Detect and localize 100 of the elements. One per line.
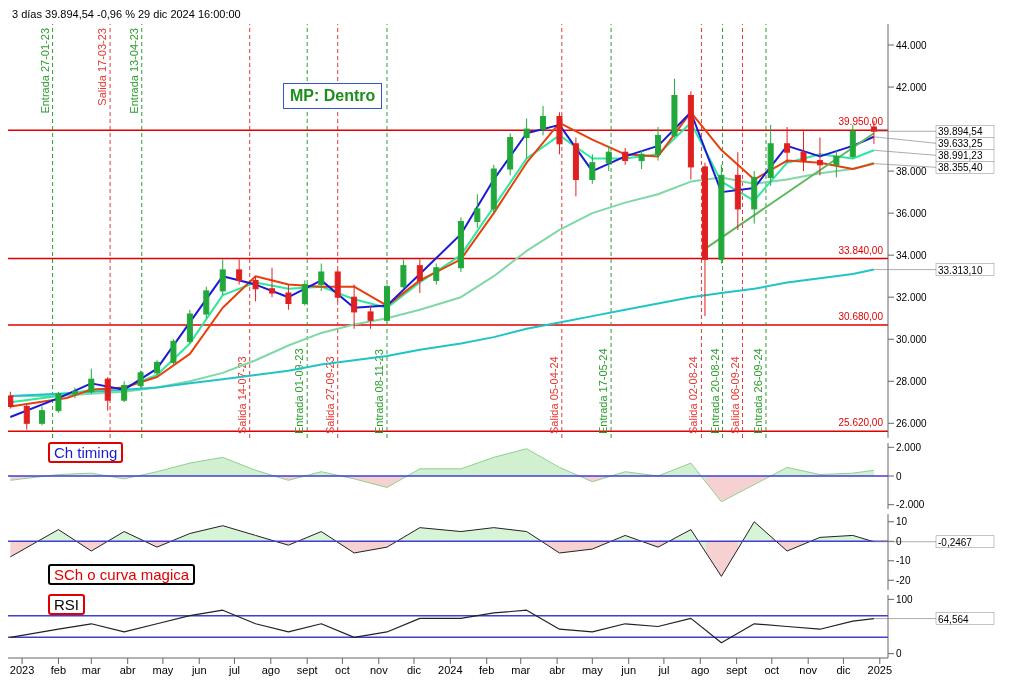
candlestick [400, 258, 407, 290]
x-tick-label: feb [479, 663, 495, 676]
x-tick-label: abr [119, 663, 136, 676]
candlestick [170, 338, 177, 365]
annotation: 33.313,10 [938, 264, 983, 276]
chart-title: Ch timing [48, 442, 124, 463]
candlestick [252, 275, 259, 302]
ref-line-label: Salida 27-09-23 [323, 356, 336, 434]
y-tick-label: 10 [896, 516, 908, 528]
candlestick [367, 305, 374, 330]
x-tick-label: jun [190, 663, 207, 676]
candlestick [269, 267, 275, 298]
chart-title: 3 días 39.894,54 -0,96 % 29 dic 2024 16:00:00 [12, 8, 241, 20]
x-tick-label: dic [406, 663, 422, 676]
x-tick-label: abr [549, 663, 566, 676]
x-tick-label: mar [511, 663, 531, 676]
candlestick [71, 387, 78, 399]
x-tick-label: oct [764, 663, 780, 676]
candlestick [104, 376, 111, 412]
y-tick-label: 0 [896, 470, 902, 482]
y-tick-label: 30.000 [896, 333, 928, 345]
y-tick-label: 28.000 [896, 375, 928, 387]
ref-line-label: Entrada 26-09-24 [751, 348, 764, 434]
annotation: 39.894,54 [938, 126, 983, 138]
annotation: 39.633,25 [938, 138, 983, 150]
x-tick-label: feb [50, 663, 67, 676]
y-tick-label: 34.000 [896, 249, 928, 261]
candlestick [416, 258, 423, 294]
ref-line-label: Entrada 20-08-24 [708, 348, 721, 434]
x-tick-label: jul [227, 663, 240, 676]
y-tick-label: 0 [896, 648, 902, 660]
candlestick [219, 258, 226, 296]
x-tick-label: may [152, 663, 174, 676]
candlestick [285, 284, 292, 311]
x-tick-label: may [581, 663, 604, 676]
candlestick [784, 126, 791, 164]
candlestick [638, 149, 645, 170]
annotation: 64,564 [938, 613, 970, 625]
x-tick-label: ago [261, 663, 281, 676]
candlestick [88, 368, 95, 395]
y-tick-label: 38.000 [896, 165, 928, 177]
x-tick-label: 2025 [867, 663, 893, 676]
y-tick-label: 36.000 [896, 207, 928, 219]
candlestick [39, 405, 46, 426]
candlestick [589, 153, 596, 185]
ref-line-label: Entrada 17-05-24 [597, 348, 610, 434]
x-tick-label: sept [296, 663, 318, 676]
candlestick [655, 126, 662, 162]
x-tick-label: sept [726, 663, 748, 676]
ref-line-label: Entrada 27-01-23 [38, 28, 51, 114]
y-tick-label: 42.000 [896, 81, 928, 93]
x-tick-label: nov [369, 663, 389, 676]
ref-line-label: Salida 02-08-24 [687, 356, 700, 434]
ref-line-label: 33.840,00 [838, 244, 884, 256]
x-tick-label: oct [335, 663, 350, 676]
y-tick-label: 100 [896, 593, 914, 605]
ref-line-label: Entrada 08-11-23 [372, 349, 385, 434]
candlestick [833, 149, 840, 178]
x-tick-label: jul [657, 663, 670, 676]
annotation: -0,2467 [938, 536, 973, 548]
ref-line-label: Salida 06-09-24 [728, 356, 741, 434]
y-tick-label: 44.000 [896, 39, 928, 51]
x-tick-label: mar [81, 663, 102, 676]
y-tick-label: 32.000 [896, 291, 928, 303]
x-tick-label: jun [620, 663, 637, 676]
candlestick [23, 403, 30, 431]
ref-line-label: Entrada 01-09-23 [293, 348, 306, 434]
line-series [9, 609, 875, 644]
y-tick-label: -2.000 [896, 499, 925, 511]
y-tick-label: 2.000 [896, 441, 922, 453]
candlestick [351, 284, 358, 330]
annotation: MP: Dentro [283, 83, 383, 109]
x-tick-label: 2024 [438, 663, 463, 676]
candlestick [540, 105, 547, 136]
ref-line-label: 39.950,00 [838, 116, 884, 128]
chart-title: RSI [48, 594, 86, 615]
ref-line-label: Salida 17-03-23 [96, 28, 109, 106]
x-tick-label: dic [836, 663, 851, 676]
y-tick-label: -20 [896, 574, 911, 586]
y-tick-label: 26.000 [896, 417, 928, 429]
y-tick-label: -10 [896, 555, 911, 567]
text: SCh o curva magica [48, 564, 196, 585]
ref-line-label: Salida 14-07-23 [235, 356, 248, 434]
y-tick-label: 0 [896, 535, 902, 547]
candlestick [121, 380, 128, 403]
candlestick [318, 263, 325, 292]
x-tick-label: nov [799, 663, 818, 676]
candlestick [203, 286, 210, 319]
annotation: 38.991,23 [938, 150, 983, 162]
candlestick [236, 258, 243, 286]
candlestick [800, 130, 807, 172]
ref-line-label: 25.620,00 [838, 417, 884, 429]
candlestick [816, 136, 823, 176]
x-tick-label: 2023 [9, 663, 35, 676]
candlestick [433, 263, 440, 286]
annotation: 38.355,40 [938, 162, 983, 174]
ref-line-label: Entrada 13-04-23 [127, 28, 140, 114]
candlestick [523, 118, 530, 159]
ref-line-label: Salida 05-04-24 [547, 356, 560, 434]
candlestick [55, 391, 62, 414]
